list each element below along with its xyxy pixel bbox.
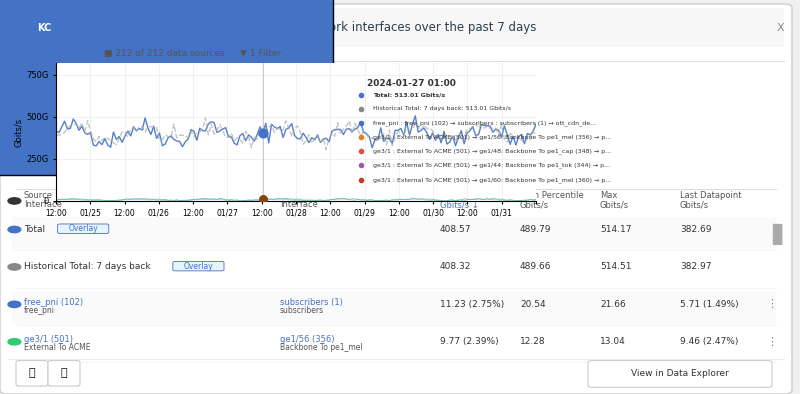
Circle shape [8,198,21,204]
Text: Source: Source [24,191,53,199]
Text: Gbits/s: Gbits/s [600,201,629,209]
Text: subscribers: subscribers [280,306,324,315]
Text: Overlay: Overlay [68,224,98,233]
Text: External To ACME: External To ACME [24,343,90,352]
Text: ▼: ▼ [17,23,23,32]
Point [257,130,270,136]
Text: Gbits/s: Gbits/s [520,201,549,209]
FancyBboxPatch shape [48,361,80,386]
Text: 514.51: 514.51 [600,262,631,271]
Text: 21.66: 21.66 [600,300,626,309]
Text: 2024-01-24 to 2024-01-31 UTC (60 minute intervals): 2024-01-24 to 2024-01-31 UTC (60 minute … [186,191,406,199]
Text: 12.28: 12.28 [520,337,546,346]
Text: Interface: Interface [280,201,318,209]
Text: 489.66: 489.66 [520,262,551,271]
Text: free_pni : free_pni (102) → subscribers : subscribers (1) → ott_cdn_de...: free_pni : free_pni (102) → subscribers … [373,120,596,126]
FancyBboxPatch shape [0,4,792,394]
Text: ge3/1 : External To ACME (501) → ge1/56: Backbone To pe1_mel (356) → p...: ge3/1 : External To ACME (501) → ge1/56:… [373,134,611,140]
Text: subscribers (1): subscribers (1) [280,298,343,307]
Text: Gbits/s ↓: Gbits/s ↓ [440,201,478,209]
Text: Average: Average [440,191,474,199]
Text: ⋮: ⋮ [766,299,778,309]
Text: 20.54: 20.54 [520,300,546,309]
Text: Historical Total: 7 days back: Historical Total: 7 days back [24,262,150,271]
Text: 408.57: 408.57 [440,225,471,234]
Text: Last Datapoint: Last Datapoint [680,191,742,199]
FancyBboxPatch shape [173,262,224,271]
Circle shape [8,264,21,270]
Point [257,196,270,203]
Text: KC: KC [37,22,51,33]
Text: Overlay: Overlay [183,262,214,271]
Text: 👎: 👎 [61,368,67,379]
Text: Interface: Interface [24,201,62,209]
Text: 382.97: 382.97 [680,262,711,271]
Y-axis label: Gbits/s: Gbits/s [14,117,23,147]
FancyBboxPatch shape [58,224,109,233]
FancyBboxPatch shape [0,0,333,175]
Text: 408.32: 408.32 [440,262,471,271]
Text: Last 1 week: Last 1 week [24,49,78,58]
Text: Destination: Destination [280,191,328,199]
Circle shape [8,226,21,232]
Text: ■ 212 of 212 data sources: ■ 212 of 212 data sources [104,49,225,58]
FancyBboxPatch shape [12,292,776,325]
Text: ge3/1 : External To ACME (501) → ge1/44: Backbone To pe1_tok (344) → p...: ge3/1 : External To ACME (501) → ge1/44:… [373,163,610,168]
FancyBboxPatch shape [8,8,784,47]
Text: Total: Total [24,225,45,234]
Text: 👍: 👍 [29,368,35,379]
Text: View in Data Explorer: View in Data Explorer [631,370,729,378]
Text: 2024-01-27 01:00: 2024-01-27 01:00 [366,79,456,88]
Text: Gbits/s: Gbits/s [680,201,709,209]
Text: 514.17: 514.17 [600,225,631,234]
Text: free_pni (102): free_pni (102) [24,298,83,307]
Text: 95th Percentile: 95th Percentile [520,191,584,199]
Text: ge3/1 : External To ACME (501) → ge1/48: Backbone To pe1_cap (348) → p...: ge3/1 : External To ACME (501) → ge1/48:… [373,149,611,154]
FancyBboxPatch shape [12,217,776,250]
FancyBboxPatch shape [588,361,772,387]
Text: ge3/1 (501): ge3/1 (501) [24,335,73,344]
Text: Total: 513.01 Gbits/s: Total: 513.01 Gbits/s [373,92,445,97]
Text: ▼ 1 Filter: ▼ 1 Filter [240,49,281,58]
Text: free_pni: free_pni [24,306,55,315]
Text: 382.69: 382.69 [680,225,711,234]
Text: ⋮: ⋮ [766,337,778,347]
Text: Max: Max [600,191,618,199]
Text: 9.46 (2.47%): 9.46 (2.47%) [680,337,738,346]
Circle shape [8,339,21,345]
Text: Historical Total: 7 days back: 513.01 Gbits/s: Historical Total: 7 days back: 513.01 Gb… [373,106,510,111]
Text: 11.23 (2.75%): 11.23 (2.75%) [440,300,504,309]
Text: Backbone To pe1_mel: Backbone To pe1_mel [280,343,362,352]
Text: X: X [776,22,784,33]
FancyBboxPatch shape [16,361,48,386]
Circle shape [24,18,64,37]
Text: 9.77 (2.39%): 9.77 (2.39%) [440,337,498,346]
Circle shape [8,301,21,307]
Text: 5.71 (1.49%): 5.71 (1.49%) [680,300,738,309]
Text: Show me bandwidth utilization by top network interfaces over the past 7 days: Show me bandwidth utilization by top net… [72,21,536,34]
Text: ge3/1 : External To ACME (501) → ge1/60: Backbone To pe1_mel (360) → p...: ge3/1 : External To ACME (501) → ge1/60:… [373,177,611,182]
FancyBboxPatch shape [773,224,782,245]
Text: ge1/56 (356): ge1/56 (356) [280,335,334,344]
Text: 13.04: 13.04 [600,337,626,346]
Text: 489.79: 489.79 [520,225,551,234]
